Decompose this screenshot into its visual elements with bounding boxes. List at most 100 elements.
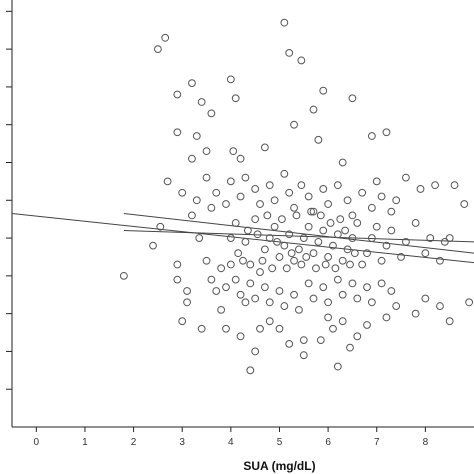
data-point <box>309 294 318 303</box>
fit-line <box>11 213 474 264</box>
data-point <box>241 298 250 307</box>
data-point <box>251 294 260 303</box>
data-point <box>324 313 333 322</box>
data-point <box>367 298 376 307</box>
data-point <box>343 245 352 254</box>
data-point <box>173 128 182 137</box>
data-point <box>212 287 221 295</box>
data-point <box>285 339 294 348</box>
data-point <box>314 237 323 246</box>
fit-line <box>123 230 474 243</box>
data-point <box>280 302 289 310</box>
data-point <box>251 347 260 356</box>
fit-lines <box>11 213 474 264</box>
data-point <box>285 188 294 197</box>
data-point <box>256 200 264 208</box>
data-point <box>280 241 289 250</box>
data-point <box>329 324 337 333</box>
data-point <box>307 207 315 216</box>
data-point <box>278 215 286 224</box>
data-point <box>309 207 318 216</box>
data-point <box>275 324 284 333</box>
data-point <box>295 245 303 254</box>
data-point <box>243 226 252 235</box>
data-point <box>236 154 245 163</box>
data-point <box>436 302 444 310</box>
data-point <box>287 249 296 258</box>
data-point <box>363 249 371 258</box>
data-point <box>202 256 211 265</box>
data-point <box>411 219 420 227</box>
data-point <box>324 253 333 261</box>
data-point <box>314 135 323 144</box>
data-point <box>192 132 201 140</box>
data-point <box>246 366 255 375</box>
data-point <box>348 234 357 242</box>
data-point <box>329 241 337 250</box>
data-point <box>363 283 371 292</box>
data-point <box>275 287 284 295</box>
data-point <box>382 128 391 137</box>
data-point <box>226 260 235 269</box>
data-point <box>290 203 298 212</box>
data-point <box>319 86 328 95</box>
data-point <box>265 181 274 190</box>
data-point <box>358 188 367 197</box>
data-point <box>290 290 298 299</box>
data-point <box>163 177 172 186</box>
data-point <box>295 305 303 314</box>
data-point <box>353 219 362 227</box>
data-point <box>304 222 313 231</box>
data-point <box>297 260 306 269</box>
data-point <box>260 245 269 254</box>
data-point <box>231 94 240 103</box>
data-point <box>392 302 401 310</box>
x-tick-label: 6 <box>325 437 331 448</box>
data-point <box>236 332 245 341</box>
data-point <box>275 253 284 261</box>
data-point <box>421 249 430 258</box>
data-point <box>348 94 357 103</box>
data-point <box>280 18 289 27</box>
data-point <box>392 196 401 205</box>
data-point <box>231 219 240 227</box>
x-tick-label: 0 <box>34 437 40 448</box>
data-point <box>440 237 449 246</box>
data-point <box>265 317 274 326</box>
data-point <box>336 215 345 224</box>
data-point <box>265 298 274 307</box>
data-point <box>290 256 298 265</box>
data-point <box>333 362 342 371</box>
data-point <box>343 196 352 205</box>
data-point <box>338 290 347 299</box>
data-point <box>226 75 235 84</box>
data-point <box>217 264 226 273</box>
data-point <box>241 237 250 246</box>
data-point <box>297 181 306 190</box>
data-point <box>372 177 381 186</box>
data-point <box>290 120 298 129</box>
data-point <box>280 169 289 178</box>
data-point <box>299 351 308 360</box>
data-point <box>402 237 410 246</box>
data-point <box>387 207 396 216</box>
data-point <box>297 56 306 65</box>
data-point <box>217 305 226 314</box>
data-point <box>207 275 216 284</box>
data-point <box>302 253 311 261</box>
data-point <box>372 222 381 231</box>
data-point <box>321 260 330 269</box>
data-point <box>246 260 255 269</box>
data-point <box>377 256 386 265</box>
data-point <box>333 230 342 239</box>
data-point <box>260 283 269 292</box>
data-point <box>178 188 187 197</box>
data-point <box>192 196 201 205</box>
data-point <box>387 287 396 295</box>
data-point <box>382 241 391 250</box>
data-point <box>411 309 420 318</box>
data-point <box>156 222 165 231</box>
axes: 0 1 2 3 4 5 6 7 8 <box>6 0 474 448</box>
data-point <box>436 256 444 265</box>
